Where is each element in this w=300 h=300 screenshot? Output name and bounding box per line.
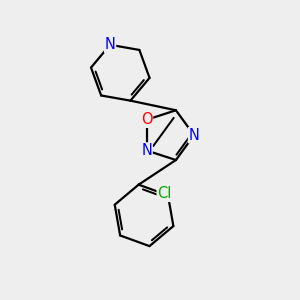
- Text: N: N: [105, 37, 116, 52]
- Text: N: N: [189, 128, 200, 142]
- Text: N: N: [141, 143, 152, 158]
- Text: Cl: Cl: [157, 186, 172, 201]
- Text: O: O: [141, 112, 152, 127]
